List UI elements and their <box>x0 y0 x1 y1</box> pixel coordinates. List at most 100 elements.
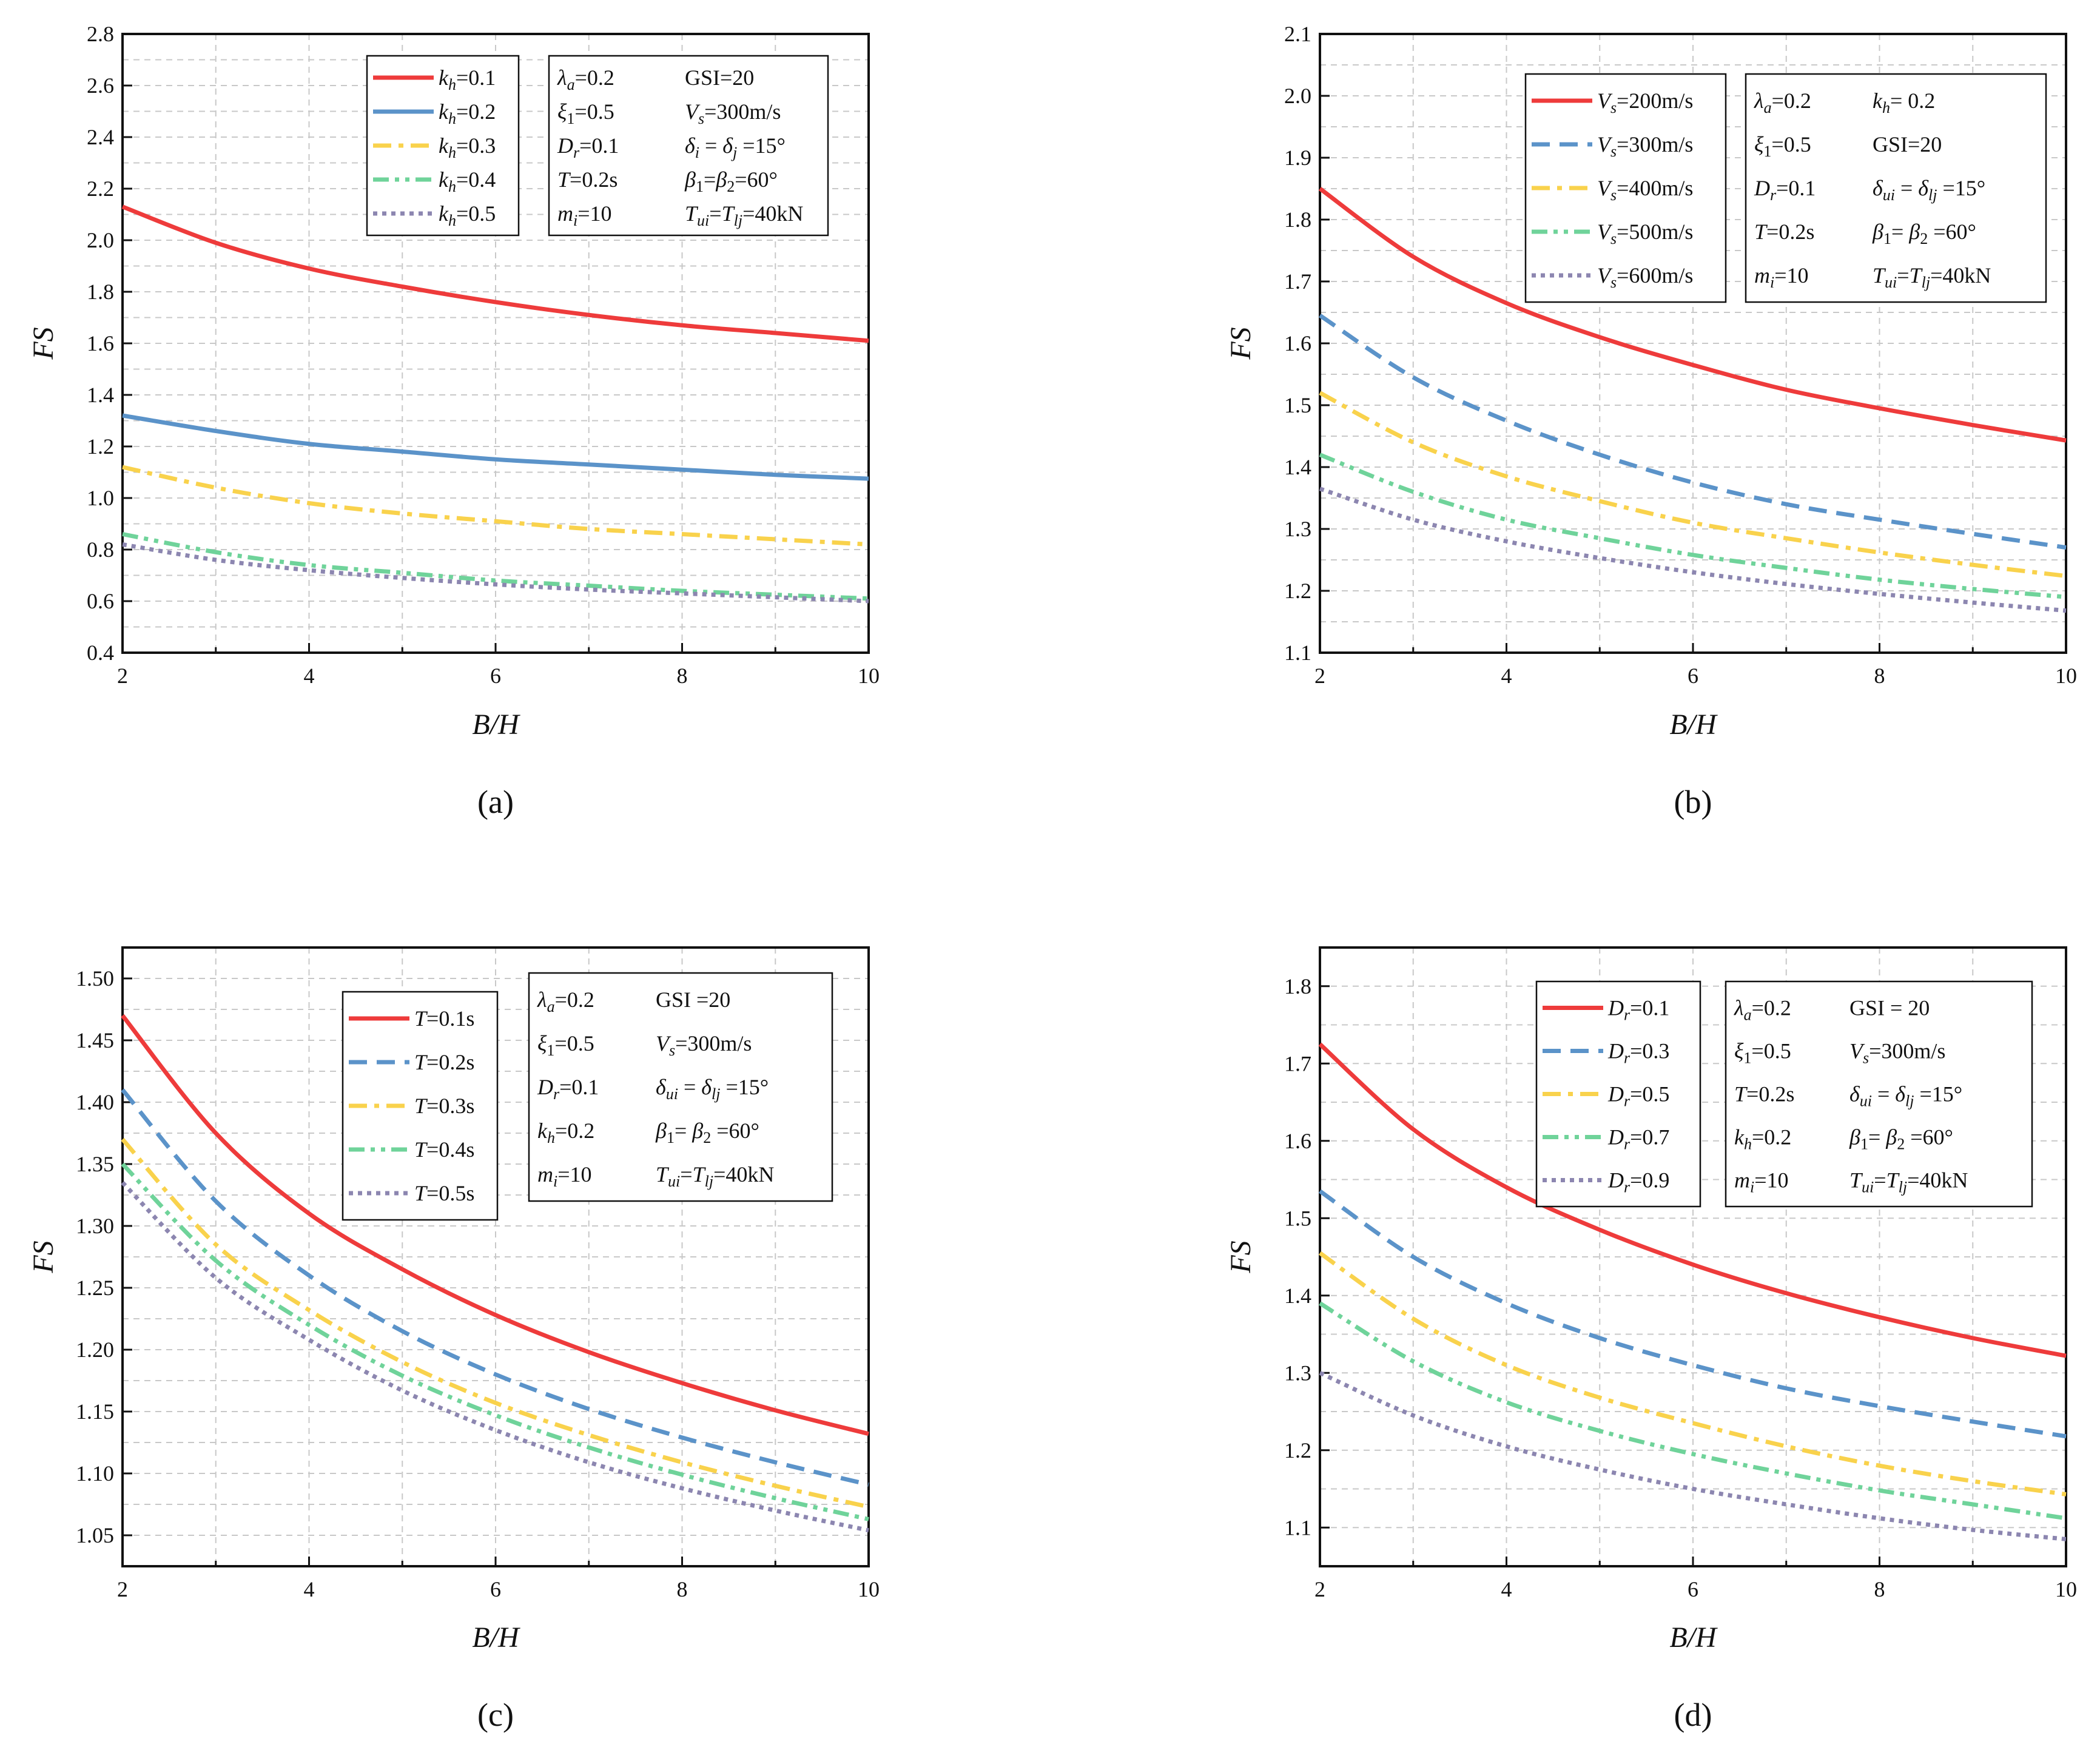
y-tick-label: 1.05 <box>76 1523 114 1547</box>
y-tick-label: 1.40 <box>76 1090 114 1114</box>
legend-entry: Dr=0.9 <box>1607 1168 1669 1196</box>
y-tick-label: 1.7 <box>1284 269 1311 294</box>
parameter-text: ξ1=0.5 <box>557 99 614 127</box>
parameter-text: ξ1=0.5 <box>1754 132 1811 160</box>
x-tick-label: 10 <box>2055 1577 2077 1601</box>
parameter-text: Tui=Tlj=40kN <box>1873 263 1991 291</box>
parameter-text: T=0.2s <box>1734 1082 1794 1106</box>
x-tick-label: 10 <box>858 664 880 688</box>
panel-label: (d) <box>1674 1697 1712 1733</box>
parameter-text: kh=0.2 <box>537 1119 594 1146</box>
x-axis-label: B/H <box>472 709 520 741</box>
series-line-2 <box>1319 391 2067 578</box>
series-line-0 <box>121 1014 869 1436</box>
parameter-text: Tui=Tlj=40kN <box>685 201 803 229</box>
legend-entry: Dr=0.5 <box>1607 1082 1669 1110</box>
legend-entry: kh=0.4 <box>439 167 496 195</box>
parameter-text: GSI=20 <box>685 66 754 90</box>
parameter-text: Dr=0.1 <box>1754 176 1816 204</box>
parameter-text: β1= β2 =60° <box>655 1119 759 1146</box>
y-tick-label: 1.7 <box>1284 1051 1311 1075</box>
parameter-text: Dr=0.1 <box>557 133 619 161</box>
y-tick-label: 2.0 <box>87 228 114 252</box>
x-tick-label: 8 <box>677 1577 688 1601</box>
panel-label: (a) <box>477 784 514 820</box>
y-tick-label: 1.3 <box>1284 1361 1311 1385</box>
y-tick-label: 1.6 <box>87 331 114 355</box>
parameter-text: β1= β2 =60° <box>1872 220 1976 247</box>
series-line-4 <box>121 1181 869 1533</box>
series-line-3 <box>122 532 869 601</box>
y-tick-label: 1.50 <box>76 966 114 991</box>
parameter-text: δui = δlj =15° <box>1873 176 1985 204</box>
parameter-text: ξ1=0.5 <box>537 1031 594 1059</box>
parameter-text: T=0.2s <box>557 167 618 192</box>
parameter-text: mi=10 <box>557 201 612 229</box>
parameter-text: δi = δj =15° <box>685 133 786 161</box>
x-tick-label: 2 <box>117 664 128 688</box>
chart-panel-c: 2 4 6 8 10 1.05 1.10 1.15 1.20 1.25 1.30 1.35 1.40 1.… <box>27 946 880 1733</box>
x-tick-label: 6 <box>490 1577 501 1601</box>
y-tick-label: 1.8 <box>1284 207 1311 232</box>
parameter-text: λa=0.2 <box>1734 996 1791 1024</box>
parameter-text: Vs=300m/s <box>656 1031 752 1059</box>
y-tick-label: 2.1 <box>1284 22 1311 46</box>
parameter-text: Tui=Tlj=40kN <box>656 1162 774 1190</box>
x-tick-label: 6 <box>1688 1577 1698 1601</box>
y-tick-label: 1.5 <box>1284 1206 1311 1230</box>
y-tick-label: 1.1 <box>1284 1515 1311 1540</box>
x-tick-label: 6 <box>490 664 501 688</box>
y-tick-label: 1.4 <box>87 383 114 407</box>
x-axis-label: B/H <box>1669 709 1718 741</box>
series-line-1 <box>122 413 869 481</box>
y-tick-label: 1.4 <box>1284 1284 1311 1308</box>
chart-panel-b: 2 4 6 8 10 1.1 1.2 1.3 1.4 1.5 1.6 1.7 1.8 1.9 2.0 2.1 B… <box>1225 22 2077 820</box>
y-tick-label: 1.8 <box>87 280 114 304</box>
y-tick-label: 1.2 <box>1284 1438 1311 1463</box>
series-line-1 <box>121 1088 869 1487</box>
parameter-text: Tui=Tlj=40kN <box>1849 1168 1968 1196</box>
y-tick-label: 1.35 <box>76 1152 114 1176</box>
y-tick-label: 1.20 <box>76 1338 114 1362</box>
x-tick-label: 6 <box>1688 664 1698 688</box>
y-tick-label: 0.6 <box>87 589 114 613</box>
series-line-3 <box>1319 453 2067 599</box>
legend-entry: Vs=300m/s <box>1597 132 1693 160</box>
parameter-text: Vs=300m/s <box>1849 1039 1945 1067</box>
y-tick-label: 2.4 <box>87 125 114 149</box>
parameter-text: mi=10 <box>537 1162 592 1190</box>
x-tick-label: 2 <box>1314 1577 1325 1601</box>
panel-label: (b) <box>1674 784 1712 820</box>
y-tick-label: 1.30 <box>76 1214 114 1238</box>
legend-entry: T=0.5s <box>414 1181 474 1205</box>
y-tick-label: 2.2 <box>87 177 114 201</box>
series-line-3 <box>121 1162 869 1521</box>
parameter-text: mi=10 <box>1754 263 1809 291</box>
x-tick-label: 8 <box>1874 664 1885 688</box>
y-tick-label: 1.6 <box>1284 331 1311 355</box>
y-tick-label: 1.9 <box>1284 146 1311 170</box>
legend-entry: Vs=400m/s <box>1597 176 1693 204</box>
y-axis-label: FS <box>1225 1240 1257 1273</box>
y-tick-label: 1.15 <box>76 1399 114 1424</box>
parameter-box <box>1745 73 2047 303</box>
y-tick-label: 1.6 <box>1284 1129 1311 1153</box>
series-line-2 <box>122 465 869 547</box>
legend-entry: kh=0.1 <box>439 66 496 93</box>
series-line-4 <box>122 542 869 604</box>
legend-entry: Vs=200m/s <box>1597 89 1693 116</box>
legend-entry: T=0.4s <box>414 1137 474 1162</box>
parameter-text: Vs=300m/s <box>685 99 781 127</box>
x-tick-label: 2 <box>1314 664 1325 688</box>
series-line-0 <box>1318 187 2067 443</box>
parameter-text: GSI = 20 <box>1849 996 1930 1020</box>
y-tick-label: 2.0 <box>1284 84 1311 108</box>
y-tick-label: 2.8 <box>87 22 114 46</box>
legend-entry: kh=0.5 <box>439 201 496 229</box>
y-tick-label: 1.25 <box>76 1276 114 1300</box>
legend-entry: kh=0.2 <box>439 99 496 127</box>
y-axis-label: FS <box>1225 327 1257 360</box>
legend-entry: Dr=0.7 <box>1607 1125 1669 1153</box>
chart-panel-d: 2 4 6 8 10 1.1 1.2 1.3 1.4 1.5 1.6 1.7 1.8 B/H FS (d) Dr… <box>1225 946 2077 1733</box>
legend-entry: Dr=0.3 <box>1607 1039 1669 1067</box>
